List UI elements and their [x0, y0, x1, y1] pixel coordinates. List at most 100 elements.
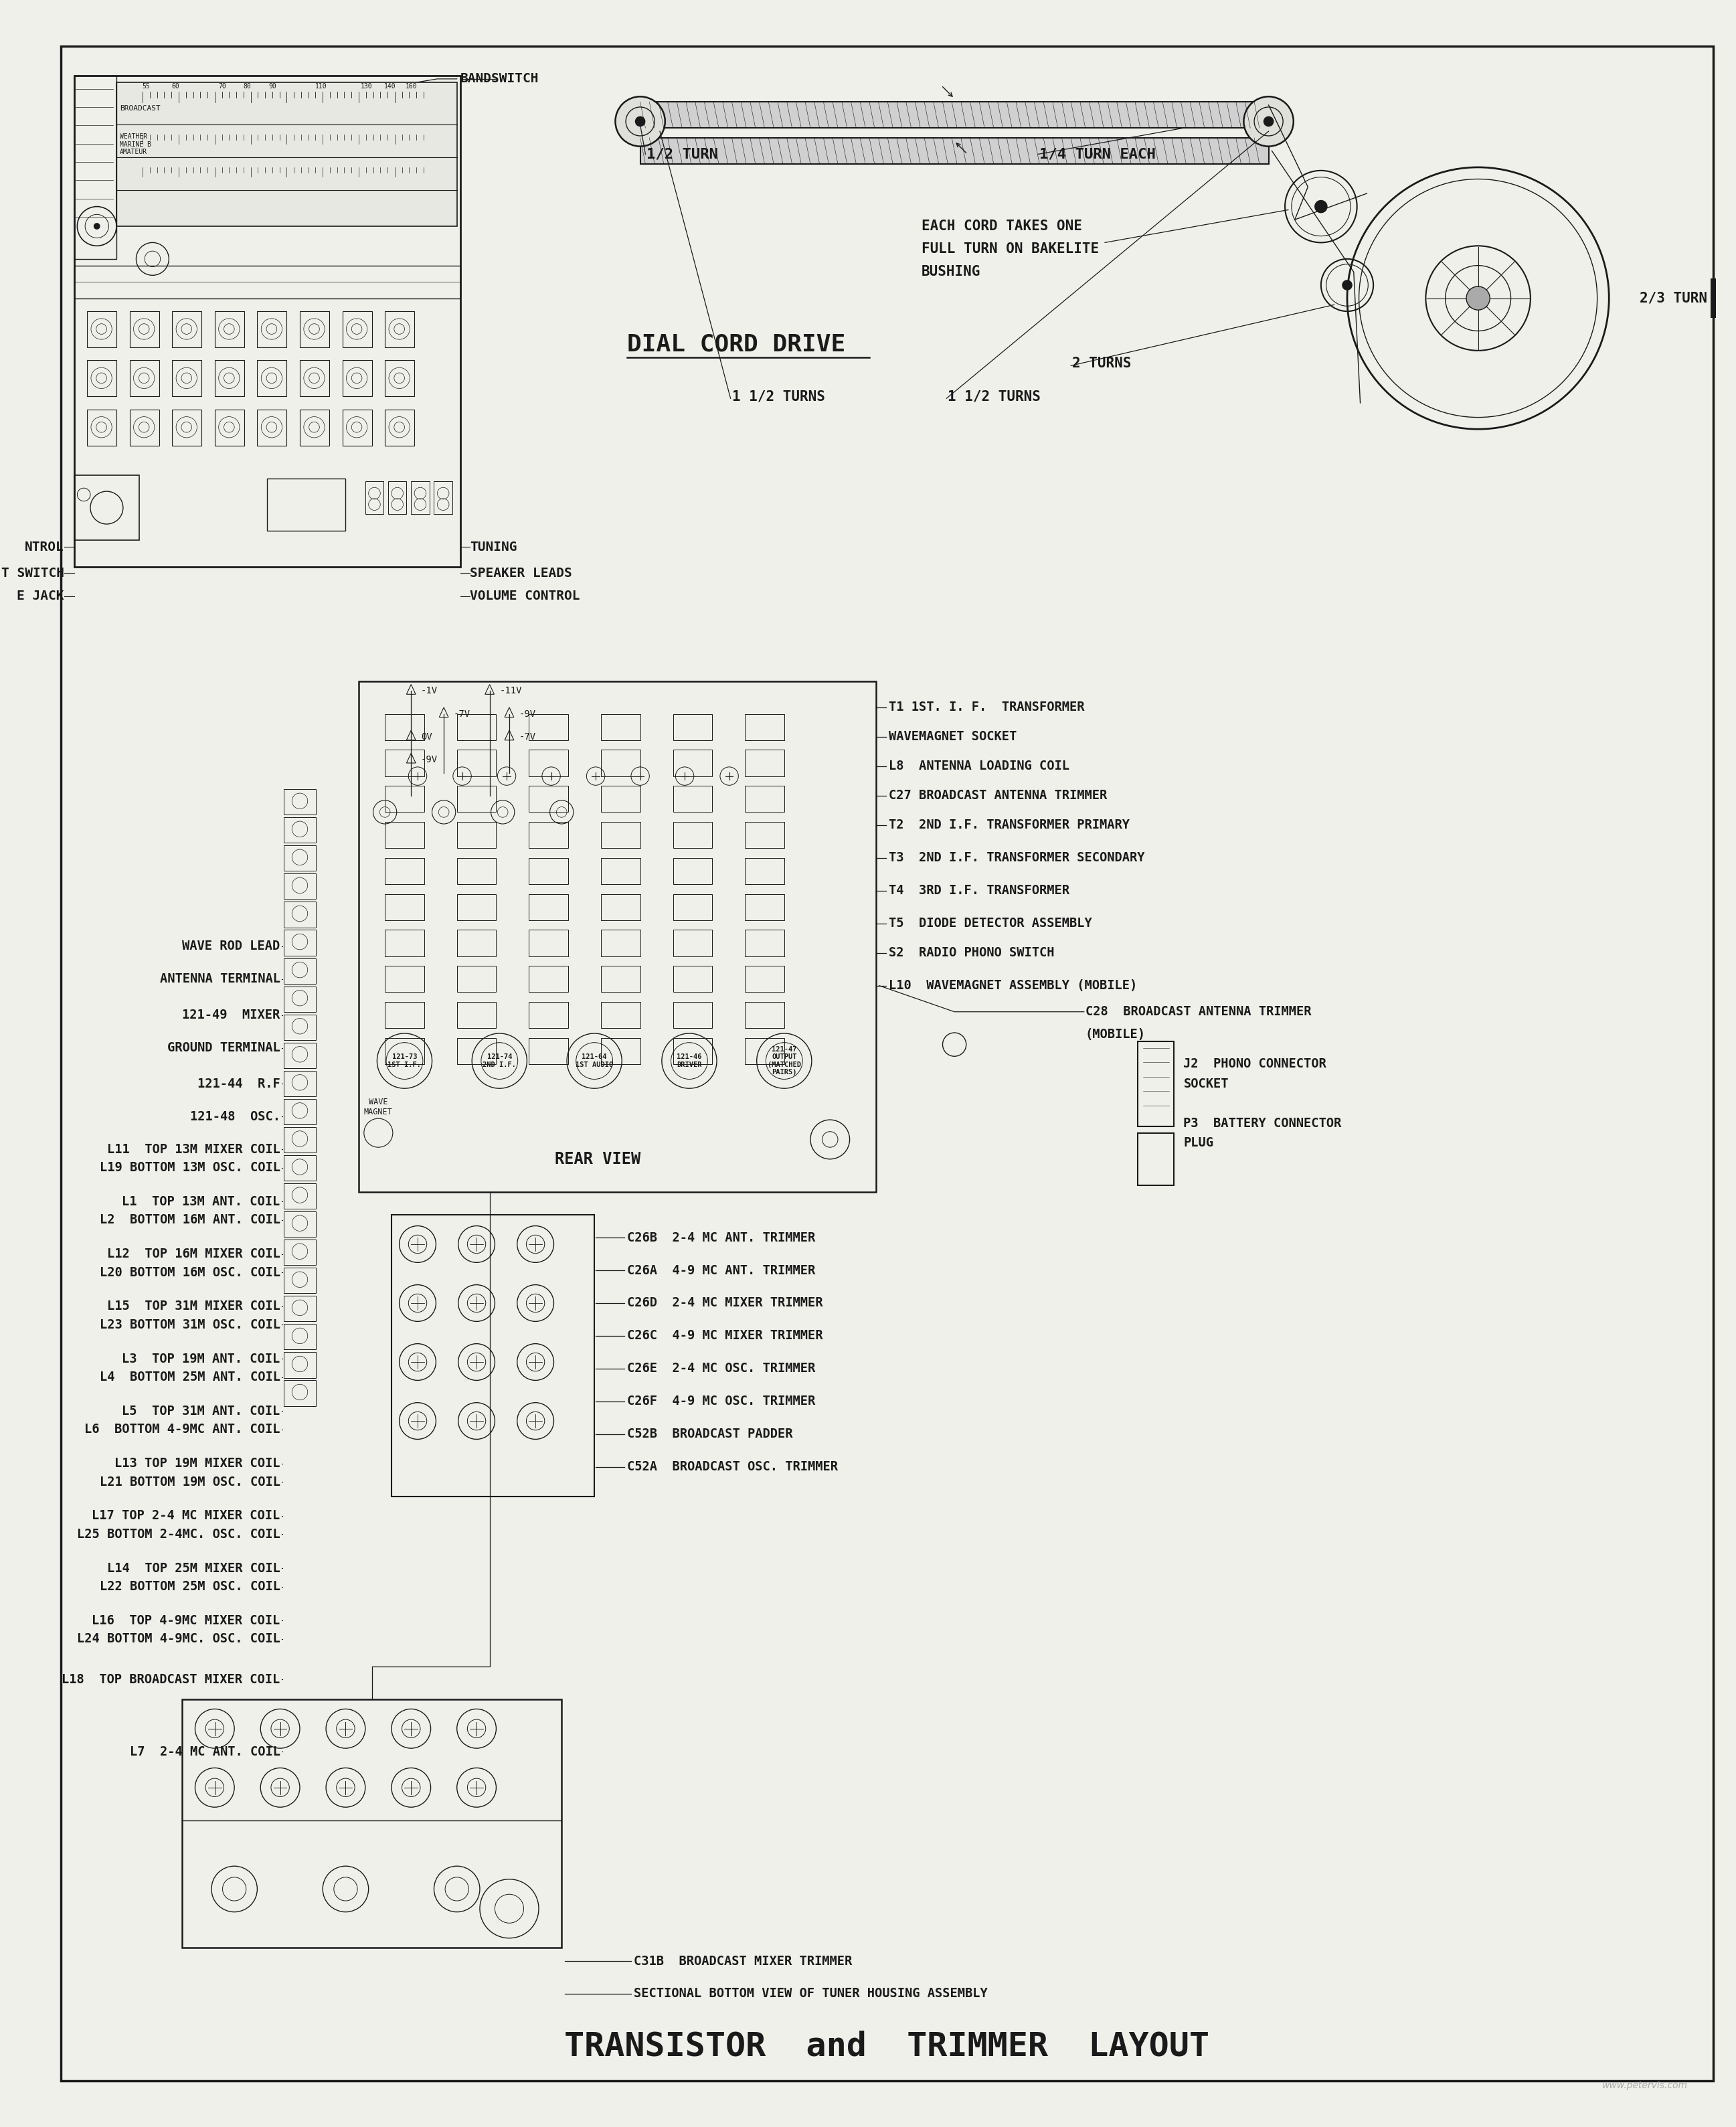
Bar — [674, 857, 712, 885]
Bar — [283, 1268, 316, 1293]
Bar — [745, 966, 785, 991]
Bar — [601, 893, 641, 921]
Text: 80: 80 — [243, 83, 252, 89]
Bar — [283, 987, 316, 1012]
Circle shape — [94, 223, 101, 230]
Text: P3  BATTERY CONNECTOR: P3 BATTERY CONNECTOR — [1184, 1117, 1342, 1129]
Text: L23 BOTTOM 31M OSC. COIL: L23 BOTTOM 31M OSC. COIL — [99, 1319, 279, 1332]
Bar — [75, 266, 460, 298]
Bar — [457, 893, 496, 921]
Bar — [601, 1002, 641, 1027]
Bar — [385, 821, 424, 849]
Bar — [457, 715, 496, 740]
Bar — [267, 479, 345, 530]
Bar — [172, 411, 201, 445]
Text: -9V: -9V — [519, 708, 536, 719]
Bar — [529, 893, 568, 921]
Bar — [283, 1183, 316, 1208]
Bar — [641, 102, 1269, 128]
Bar — [745, 785, 785, 813]
Bar — [257, 411, 286, 445]
Bar — [385, 785, 424, 813]
Text: J2  PHONO CONNECTOR: J2 PHONO CONNECTOR — [1184, 1057, 1326, 1070]
Bar — [457, 1002, 496, 1027]
Text: L21 BOTTOM 19M OSC. COIL: L21 BOTTOM 19M OSC. COIL — [99, 1476, 279, 1489]
Circle shape — [1264, 117, 1274, 128]
Text: L8  ANTENNA LOADING COIL: L8 ANTENNA LOADING COIL — [889, 759, 1069, 772]
Text: -11V: -11V — [500, 687, 523, 696]
Text: L15  TOP 31M MIXER COIL: L15 TOP 31M MIXER COIL — [108, 1300, 279, 1312]
Text: 1 1/2 TURNS: 1 1/2 TURNS — [733, 389, 825, 404]
Bar — [529, 966, 568, 991]
Text: L1  TOP 13M ANT. COIL: L1 TOP 13M ANT. COIL — [122, 1195, 279, 1208]
Text: T2  2ND I.F. TRANSFORMER PRIMARY: T2 2ND I.F. TRANSFORMER PRIMARY — [889, 819, 1130, 832]
Bar — [283, 789, 316, 815]
Bar — [283, 817, 316, 842]
Text: 2 TURNS: 2 TURNS — [1073, 357, 1132, 370]
Text: L20 BOTTOM 16M OSC. COIL: L20 BOTTOM 16M OSC. COIL — [99, 1266, 279, 1278]
Text: L17 TOP 2-4 MC MIXER COIL: L17 TOP 2-4 MC MIXER COIL — [92, 1510, 279, 1523]
Text: L22 BOTTOM 25M OSC. COIL: L22 BOTTOM 25M OSC. COIL — [99, 1580, 279, 1593]
Text: C52A  BROADCAST OSC. TRIMMER: C52A BROADCAST OSC. TRIMMER — [627, 1461, 838, 1474]
Bar — [389, 481, 406, 515]
Text: NTROL: NTROL — [24, 540, 64, 553]
Bar — [601, 857, 641, 885]
Text: 121-48  OSC.: 121-48 OSC. — [189, 1110, 279, 1123]
Bar — [1137, 1042, 1174, 1127]
Text: WAVE ROD LEAD: WAVE ROD LEAD — [182, 940, 279, 953]
Bar — [359, 681, 877, 1191]
Text: L19 BOTTOM 13M OSC. COIL: L19 BOTTOM 13M OSC. COIL — [99, 1161, 279, 1174]
Bar — [674, 715, 712, 740]
Text: SOCKET: SOCKET — [1184, 1078, 1229, 1091]
Text: BROADCAST: BROADCAST — [120, 104, 160, 113]
Bar — [601, 821, 641, 849]
Bar — [391, 1215, 594, 1495]
Text: C28  BROADCAST ANTENNA TRIMMER: C28 BROADCAST ANTENNA TRIMMER — [1085, 1006, 1311, 1019]
Bar — [385, 411, 415, 445]
Bar — [601, 929, 641, 957]
Bar — [674, 785, 712, 813]
Bar — [529, 1002, 568, 1027]
Text: 90: 90 — [269, 83, 276, 89]
Text: WEATHER
MARINE B
AMATEUR: WEATHER MARINE B AMATEUR — [120, 134, 151, 155]
Text: T4  3RD I.F. TRANSFORMER: T4 3RD I.F. TRANSFORMER — [889, 885, 1069, 898]
Bar — [457, 929, 496, 957]
Bar — [283, 1155, 316, 1180]
Bar — [87, 311, 116, 347]
Text: L11  TOP 13M MIXER COIL: L11 TOP 13M MIXER COIL — [108, 1142, 279, 1155]
Text: 70: 70 — [219, 83, 226, 89]
Bar — [529, 857, 568, 885]
Text: L5  TOP 31M ANT. COIL: L5 TOP 31M ANT. COIL — [122, 1404, 279, 1417]
Text: C27 BROADCAST ANTENNA TRIMMER: C27 BROADCAST ANTENNA TRIMMER — [889, 789, 1108, 802]
Bar — [283, 847, 316, 872]
Bar — [283, 1380, 316, 1406]
Text: 1/2 TURN: 1/2 TURN — [648, 147, 719, 162]
Text: E JACK: E JACK — [17, 589, 64, 602]
Text: PLUG: PLUG — [1184, 1136, 1213, 1149]
Text: L6  BOTTOM 4-9MC ANT. COIL: L6 BOTTOM 4-9MC ANT. COIL — [85, 1423, 279, 1436]
Bar — [283, 1015, 316, 1040]
Bar — [385, 1002, 424, 1027]
Text: T1 1ST. I. F.  TRANSFORMER: T1 1ST. I. F. TRANSFORMER — [889, 702, 1085, 715]
Bar — [434, 481, 453, 515]
Bar — [257, 311, 286, 347]
Text: -7V: -7V — [519, 732, 536, 742]
Text: 130: 130 — [361, 83, 373, 89]
Text: C31B  BROADCAST MIXER TRIMMER: C31B BROADCAST MIXER TRIMMER — [634, 1955, 852, 1967]
Bar — [130, 311, 160, 347]
Text: L16  TOP 4-9MC MIXER COIL: L16 TOP 4-9MC MIXER COIL — [92, 1614, 279, 1627]
Text: L3  TOP 19M ANT. COIL: L3 TOP 19M ANT. COIL — [122, 1353, 279, 1366]
Bar — [87, 411, 116, 445]
Bar — [385, 311, 415, 347]
Bar — [745, 821, 785, 849]
Text: C26E  2-4 MC OSC. TRIMMER: C26E 2-4 MC OSC. TRIMMER — [627, 1361, 816, 1374]
Text: 160: 160 — [404, 83, 417, 89]
Bar — [300, 359, 330, 396]
Bar — [674, 751, 712, 776]
Bar — [601, 751, 641, 776]
Bar — [300, 311, 330, 347]
Bar — [342, 311, 372, 347]
Text: TUNING: TUNING — [470, 540, 517, 553]
Text: VOLUME CONTROL: VOLUME CONTROL — [470, 589, 580, 602]
Text: SECTIONAL BOTTOM VIEW OF TUNER HOUSING ASSEMBLY: SECTIONAL BOTTOM VIEW OF TUNER HOUSING A… — [634, 1987, 988, 1999]
